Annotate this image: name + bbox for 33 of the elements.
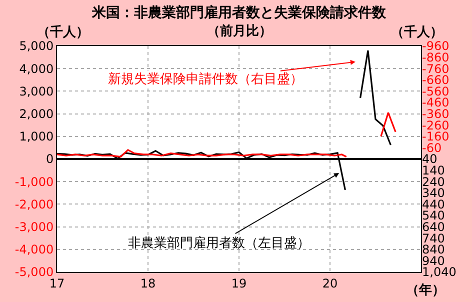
annotation: 新規失業保険申請件数（右目盛） (108, 72, 303, 87)
y-tick-label: -2,000 (14, 197, 54, 212)
y2-tick-label: 540 (422, 208, 445, 223)
y2-tick-label: -760 (422, 62, 450, 76)
y-tick-label: 5,000 (19, 39, 54, 54)
annotation: 非農業部門雇用者数（左目盛） (128, 235, 310, 251)
y2-tick-label: 140 (422, 164, 445, 178)
y-tick-label: -1,000 (14, 174, 54, 189)
y2-tick-label: -260 (422, 118, 450, 132)
chart-title: 米国：非農業部門雇用者数と失業保険請求件数 (91, 4, 387, 21)
y2-tick-label: 640 (422, 220, 445, 234)
y2-tick-label: 240 (422, 174, 445, 189)
y-tick-label: 2,000 (19, 107, 54, 121)
y-tick-label: 0 (46, 152, 54, 166)
y2-axis-title: （千人） (391, 24, 443, 40)
y2-tick-label: -360 (422, 107, 450, 121)
y-tick-label: 1,000 (19, 130, 54, 144)
y-tick-label: 3,000 (19, 84, 54, 98)
y2-tick-label: 1,040 (422, 265, 456, 280)
y-tick-label: 4,000 (19, 62, 54, 76)
x-axis-title: （年） (406, 283, 445, 298)
x-tick-label: 20 (322, 276, 338, 290)
y-tick-label: -3,000 (14, 220, 54, 234)
y2-tick-label: -860 (422, 50, 450, 64)
y2-tick-label: 40 (422, 152, 438, 166)
y2-tick-label: -960 (422, 39, 450, 54)
y2-tick-label: 740 (422, 231, 445, 246)
chart-subtitle: （前月比） (207, 24, 272, 39)
x-tick-label: 19 (231, 276, 247, 290)
y2-tick-label: -460 (422, 96, 450, 110)
y-tick-label: -4,000 (14, 242, 54, 257)
x-tick-label: 18 (140, 276, 156, 290)
y-axis-title: （千人） (37, 24, 89, 40)
